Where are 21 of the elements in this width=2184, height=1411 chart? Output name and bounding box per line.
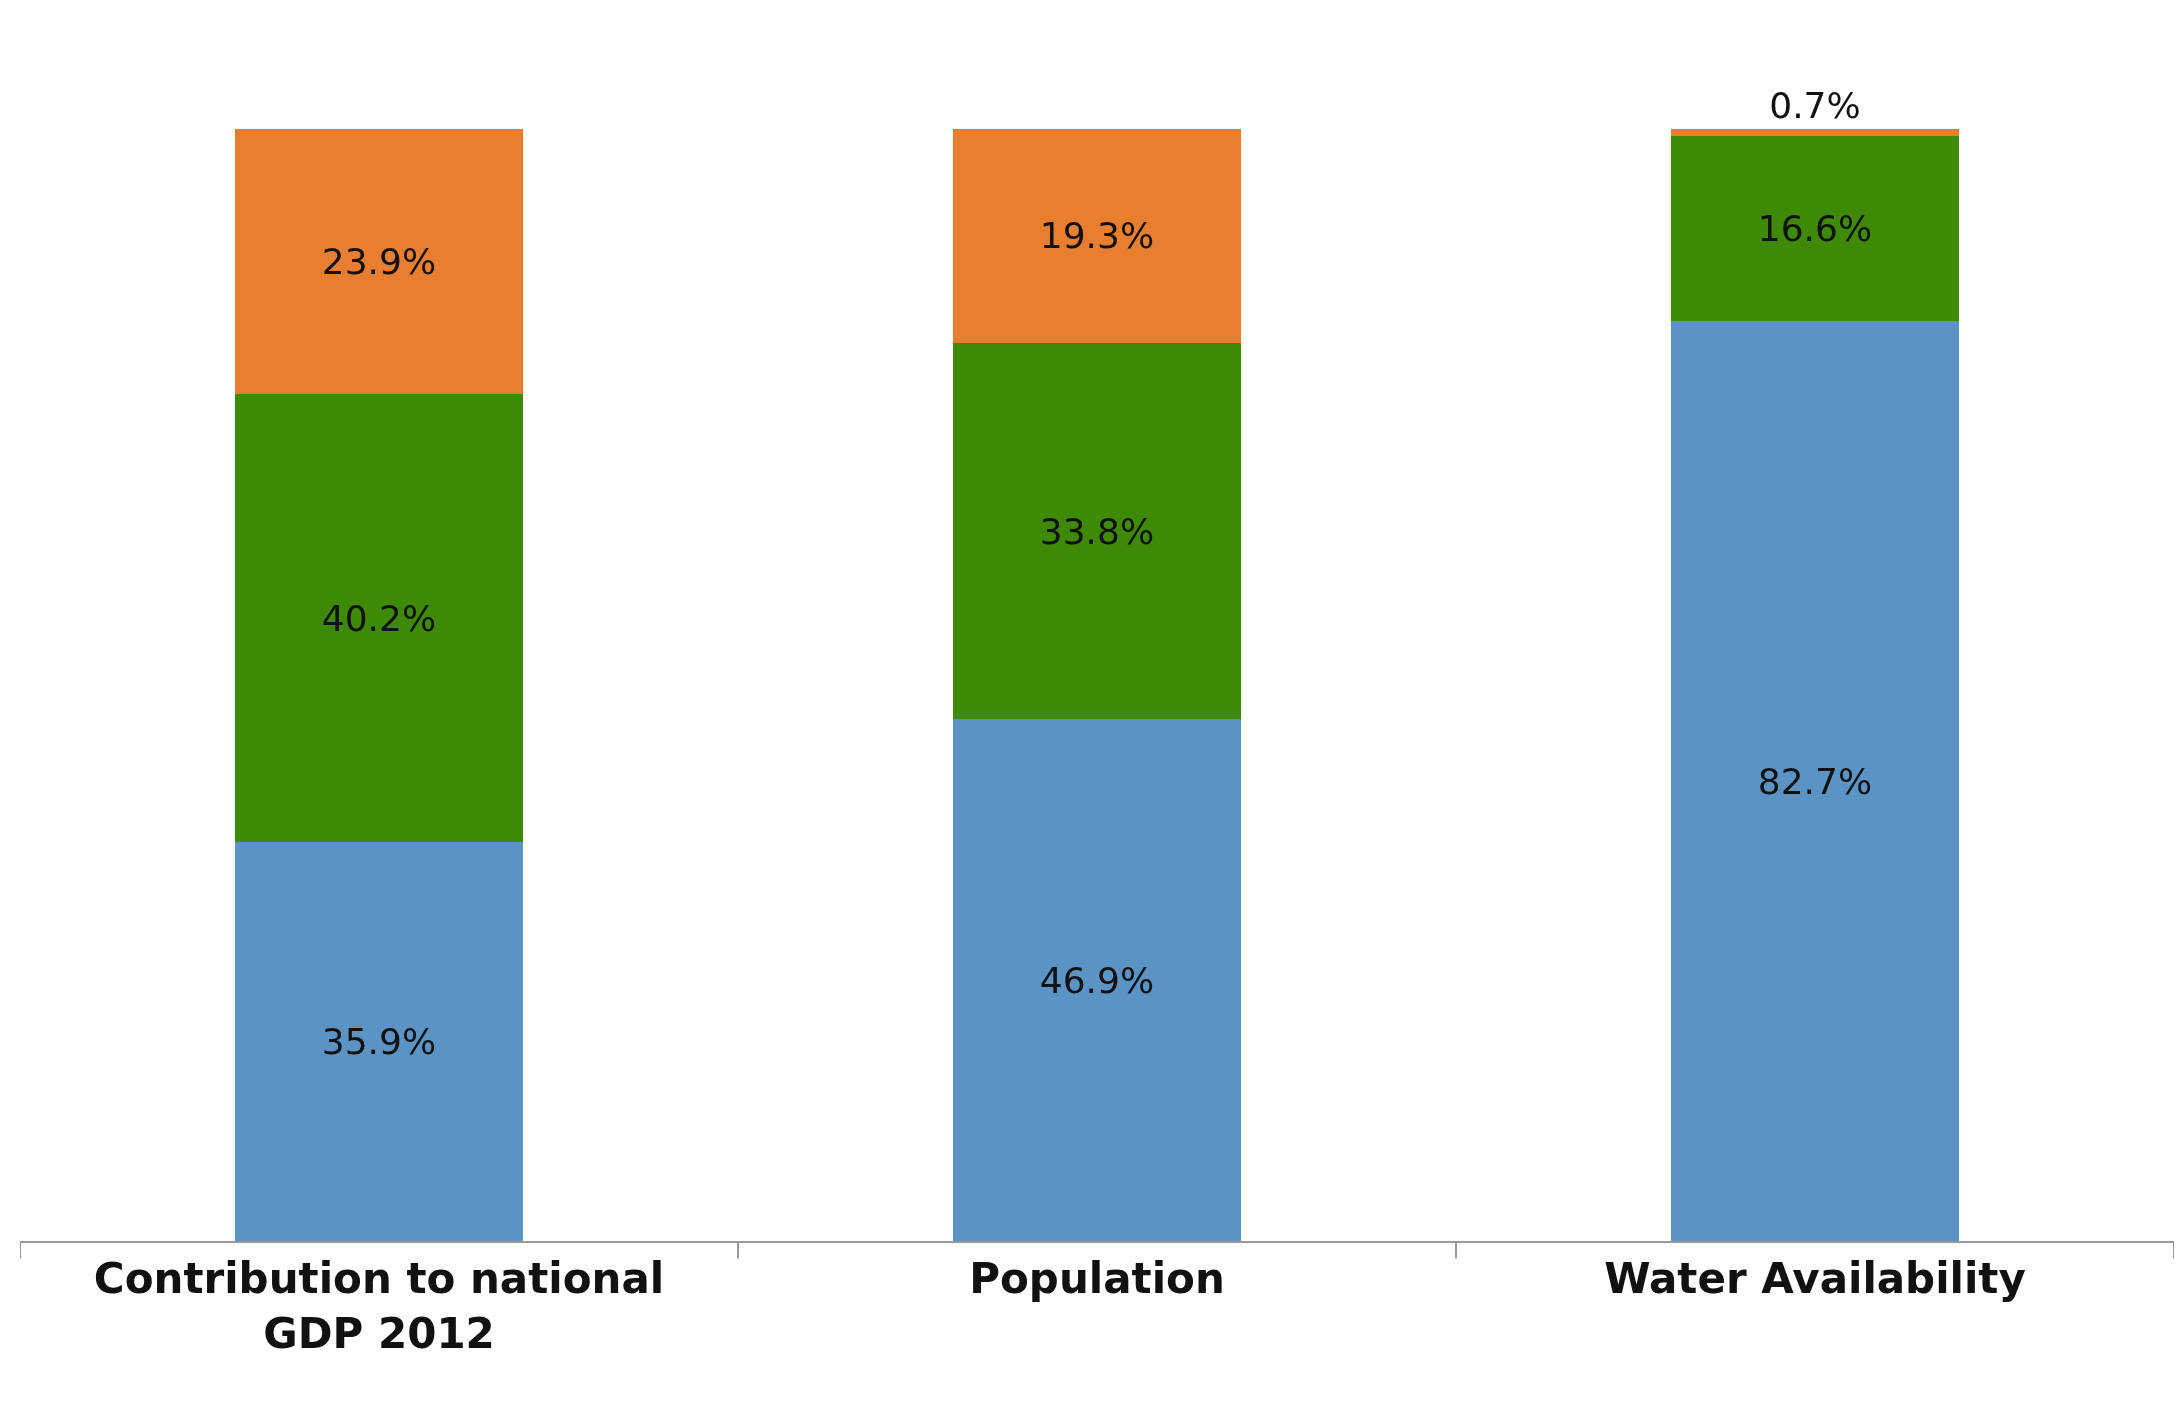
bar [953, 343, 1241, 720]
data-label: 82.7% [1757, 760, 1873, 802]
data-label: 40.2% [321, 597, 437, 639]
bar [235, 394, 523, 842]
data-label: 46.9% [1039, 959, 1155, 1001]
bar [235, 128, 523, 395]
bar [235, 841, 523, 1241]
bar [1671, 136, 1959, 321]
x-tick-label: Water Availability [1604, 1254, 2026, 1304]
bar [953, 128, 1241, 344]
data-label: 16.6% [1757, 208, 1873, 250]
bar [1671, 321, 1959, 1241]
data-label: 0.7% [1769, 84, 1861, 126]
bar [953, 719, 1241, 1241]
x-tick-label: Population [969, 1254, 1225, 1304]
bar [1671, 128, 1959, 137]
data-label: 23.9% [321, 240, 437, 282]
data-label: 35.9% [321, 1020, 437, 1062]
data-label: 33.8% [1039, 510, 1155, 552]
x-tick-label: Contribution to national GDP 2012 [93, 1254, 665, 1358]
data-label: 19.3% [1039, 215, 1155, 257]
